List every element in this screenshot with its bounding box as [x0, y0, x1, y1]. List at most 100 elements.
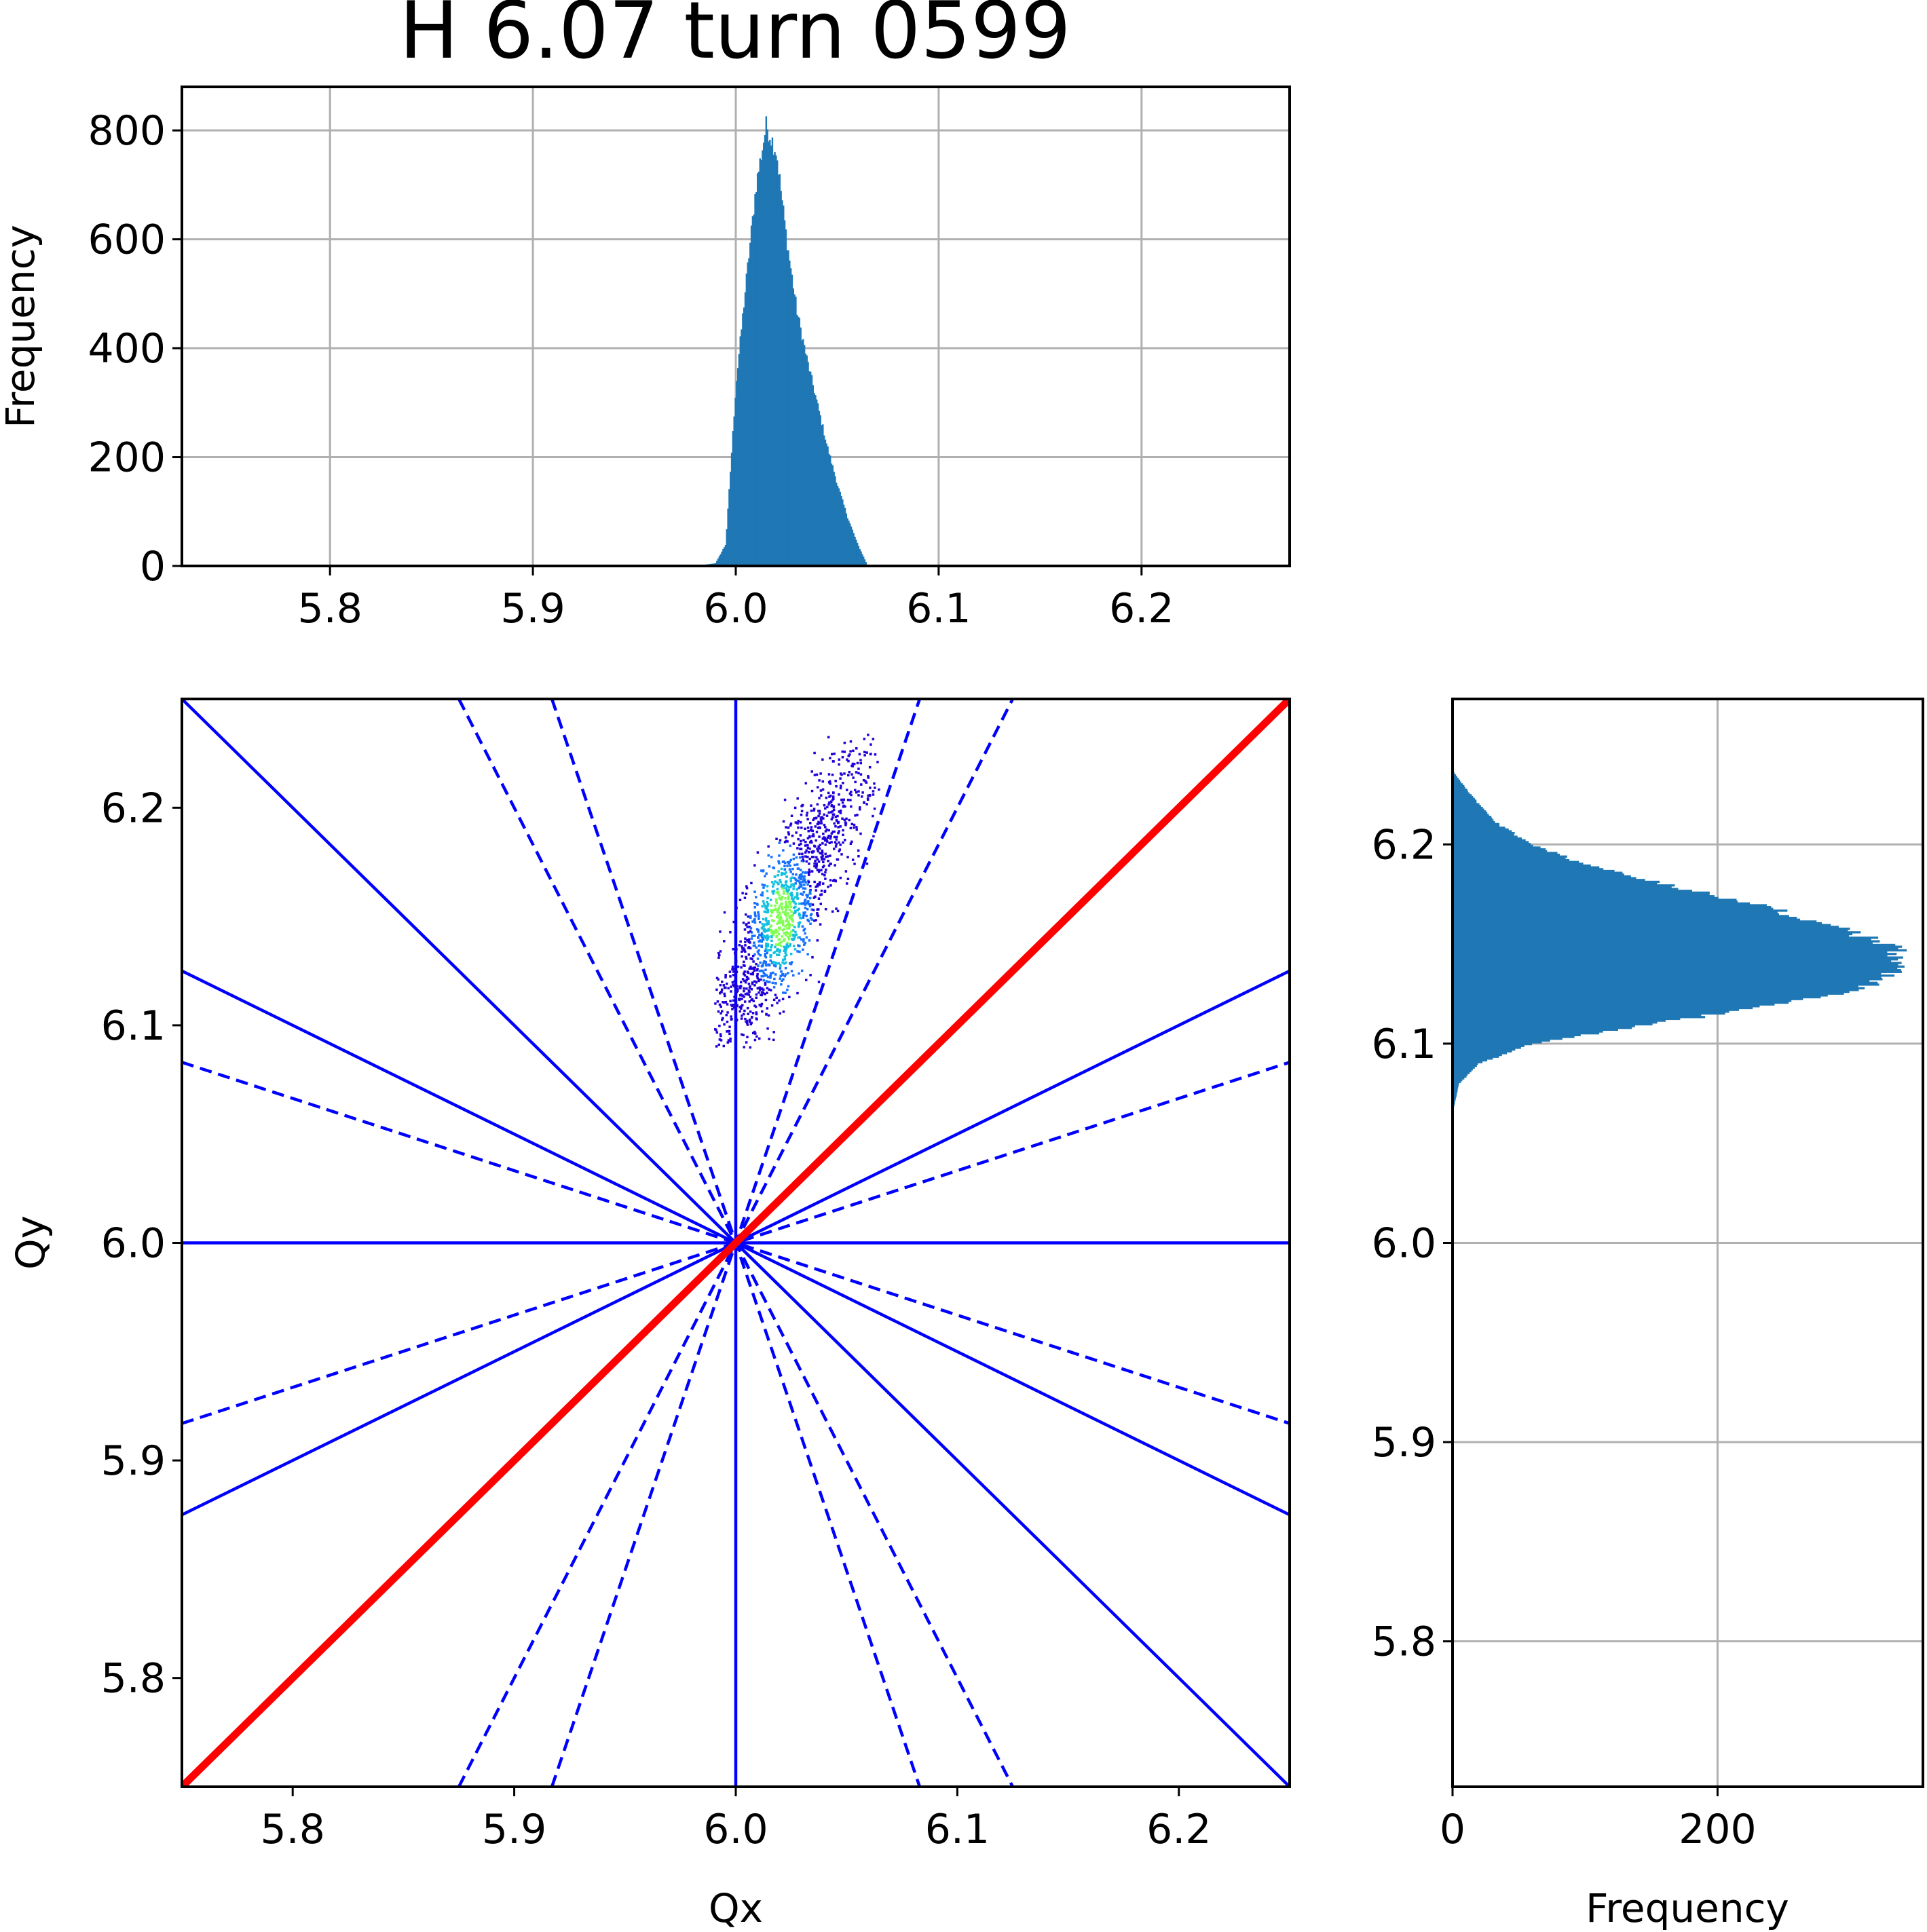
qx-histogram-bar	[776, 160, 779, 567]
qy-histogram-bar	[1453, 916, 1797, 920]
qy-histogram-bar	[1453, 1021, 1658, 1024]
tune-point	[800, 917, 803, 920]
tune-point	[793, 905, 797, 909]
tune-point	[788, 945, 791, 947]
tune-point	[750, 998, 753, 1002]
tune-point	[838, 758, 841, 761]
tune-point	[753, 921, 757, 924]
tune-point	[766, 911, 770, 913]
tune-point	[782, 924, 785, 927]
tune-point	[757, 930, 760, 933]
qy-histogram-bar	[1453, 990, 1850, 993]
tune-point	[791, 919, 794, 922]
tune-point	[808, 892, 811, 895]
tune-point	[789, 933, 793, 936]
qx-histogram-ytick-label: 600	[88, 216, 166, 264]
tune-point	[782, 1010, 785, 1013]
tune-point	[764, 968, 767, 971]
tune-point	[764, 947, 768, 951]
tune-point	[770, 954, 772, 957]
tune-point	[811, 903, 815, 906]
tune-point	[767, 1014, 770, 1017]
qx-histogram-bar	[736, 381, 738, 566]
qy-histogram-bar	[1453, 1034, 1581, 1036]
tune-point	[794, 878, 798, 881]
qx-histogram-bar	[724, 544, 727, 566]
tune-point	[798, 913, 802, 917]
tune-point	[783, 798, 787, 801]
tune-point	[746, 970, 749, 973]
tune-point	[772, 882, 775, 886]
tune-point	[805, 914, 808, 917]
tune-point	[746, 939, 749, 942]
tune-point	[756, 851, 760, 854]
tune-point	[772, 930, 774, 933]
tune-point	[764, 919, 768, 922]
qx-histogram-bar	[785, 229, 787, 566]
qx-histogram-bar	[824, 439, 827, 566]
tune-point	[764, 928, 766, 932]
qy-histogram-bar	[1453, 936, 1879, 939]
qy-histogram-bar	[1453, 822, 1500, 826]
tune-point	[747, 977, 750, 980]
tune-point	[772, 964, 776, 967]
tune-point	[781, 887, 784, 890]
qy-histogram-bar	[1453, 803, 1480, 806]
qy-histogram-bar	[1453, 922, 1822, 925]
tune-point	[745, 955, 747, 959]
qy-histogram-bars	[1453, 770, 1907, 1114]
tune-point	[724, 1000, 728, 1004]
tune-point	[816, 848, 819, 850]
tune-point	[823, 837, 826, 840]
tune-point	[808, 847, 811, 850]
tune-point	[806, 837, 810, 839]
tune-point	[766, 981, 770, 983]
qy-histogram-bar	[1453, 1068, 1473, 1071]
tune-point	[745, 923, 748, 926]
tune-plot-ylabel: Qy	[7, 1215, 54, 1270]
tune-point	[812, 835, 815, 837]
tune-point	[757, 991, 760, 994]
tune-point	[859, 832, 862, 835]
tune-point	[777, 874, 779, 877]
tune-point	[831, 798, 834, 801]
tune-point	[869, 743, 872, 746]
tune-point	[818, 797, 821, 799]
tune-point	[834, 780, 837, 782]
tune-point	[717, 951, 720, 955]
tune-point	[772, 998, 776, 1002]
tune-point	[792, 853, 796, 856]
tune-point	[773, 977, 776, 981]
tune-point	[857, 794, 860, 797]
qy-histogram-bar	[1453, 853, 1560, 856]
tune-point	[766, 905, 769, 907]
qx-histogram-bar	[819, 415, 821, 566]
qy-histogram-xtick-label: 0	[1440, 1806, 1465, 1853]
tune-point	[817, 869, 821, 871]
tune-point	[864, 780, 867, 782]
tune-point	[827, 886, 829, 888]
tune-point	[735, 948, 738, 951]
tune-point	[714, 1028, 717, 1031]
qy-histogram-bar	[1453, 931, 1861, 934]
tune-point	[796, 797, 799, 800]
tune-point	[738, 898, 742, 902]
tune-point	[718, 1024, 721, 1027]
qx-histogram-bar	[789, 260, 791, 566]
tune-point	[834, 825, 837, 828]
tune-point	[755, 1018, 758, 1021]
tune-point	[764, 905, 767, 907]
tune-point	[797, 820, 800, 822]
tune-point	[807, 900, 810, 903]
tune-point	[831, 813, 835, 816]
tune-point	[770, 909, 773, 912]
tune-point	[813, 862, 816, 865]
qy-histogram-bar	[1453, 868, 1604, 871]
tune-point	[750, 931, 753, 934]
tune-point	[782, 820, 785, 823]
tune-point	[809, 822, 812, 825]
tune-point	[829, 854, 831, 857]
tune-point	[769, 914, 772, 917]
tune-point	[787, 826, 790, 829]
